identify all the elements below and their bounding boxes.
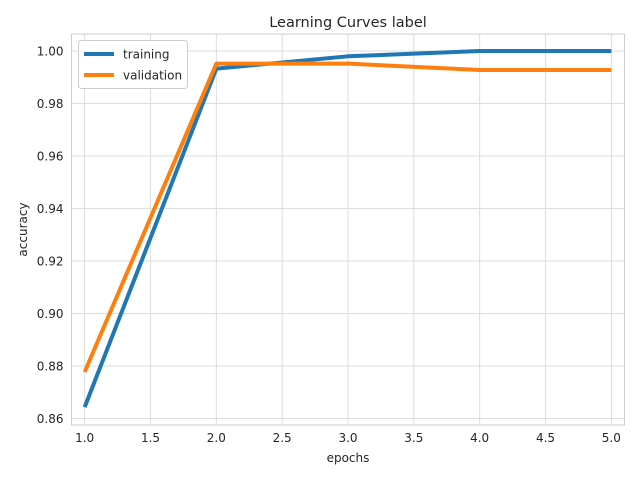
series-lines [82, 49, 612, 408]
x-tick-label: 4.5 [536, 431, 555, 445]
x-tick-label: 4.0 [470, 431, 489, 445]
y-tick-label: 0.98 [37, 97, 64, 111]
x-axis-label: epochs [327, 451, 370, 465]
x-tick-label: 2.0 [207, 431, 226, 445]
y-tick-label: 0.90 [37, 307, 64, 321]
y-tick-label: 1.00 [37, 45, 64, 59]
legend: training validation [78, 40, 188, 89]
legend-label-validation: validation [123, 69, 182, 83]
y-tick-label: 0.88 [37, 359, 64, 373]
x-tick-label: 2.5 [273, 431, 292, 445]
y-tick-label: 0.86 [37, 412, 64, 426]
x-tick-label: 3.0 [338, 431, 357, 445]
grid-lines [71, 34, 625, 425]
chart-title: Learning Curves label [269, 15, 427, 31]
y-tick-label: 0.96 [37, 150, 64, 164]
series-line-training [82, 49, 612, 408]
x-tick-label: 1.5 [141, 431, 160, 445]
y-tick-label: 0.92 [37, 254, 64, 268]
x-tick-labels: 1.0 1.5 2.0 2.5 3.0 3.5 4.0 4.5 5.0 [75, 431, 621, 445]
x-tick-label: 1.0 [75, 431, 94, 445]
x-tick-label: 3.5 [404, 431, 423, 445]
y-axis-label: accuracy [16, 202, 30, 256]
plot-frame [71, 33, 625, 426]
y-tick-labels: 0.86 0.88 0.90 0.92 0.94 0.96 0.98 1.00 [37, 45, 64, 426]
x-tick-label: 5.0 [602, 431, 621, 445]
y-tick-label: 0.94 [37, 202, 64, 216]
legend-label-training: training [123, 48, 170, 62]
series-line-validation [82, 61, 612, 373]
